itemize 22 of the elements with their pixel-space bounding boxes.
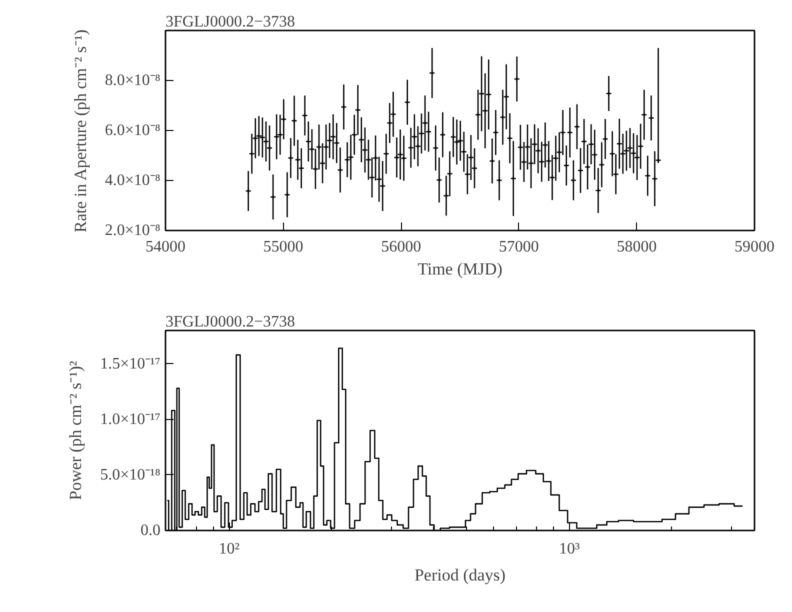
y-axis-title: Power (ph cm⁻² s⁻¹)² (66, 360, 86, 500)
chart-title: 3FGLJ0000.2−3738 (166, 14, 295, 30)
y-tick-label: 6.0×10⁻⁸ (104, 122, 161, 139)
x-tick-label: 57000 (498, 238, 539, 256)
x-tick-label: 56000 (381, 238, 422, 256)
y-tick-label: 1.5×10⁻¹⁷ (100, 355, 161, 372)
x-tick-label: 59000 (734, 238, 774, 256)
y-tick-label: 1.0×10⁻¹⁷ (100, 410, 161, 428)
y-tick-label: 5.0×10⁻¹⁸ (100, 466, 161, 484)
x-tick-label: 55000 (263, 238, 304, 256)
x-tick-label: 10³ (558, 540, 580, 558)
y-tick-label: 0.0 (140, 522, 160, 539)
y-tick-label: 8.0×10⁻⁸ (104, 72, 161, 89)
x-axis-title: Period (days) (414, 566, 506, 584)
y-tick-label: 2.0×10⁻⁸ (104, 222, 161, 239)
y-tick-label: 4.0×10⁻⁸ (104, 172, 161, 189)
y-axis-title: Rate in Aperture (ph cm⁻² s⁻¹) (70, 29, 90, 232)
chart-title: 3FGLJ0000.2−3738 (166, 314, 295, 330)
x-tick-label: 54000 (146, 238, 186, 256)
x-axis-title: Time (MJD) (418, 260, 502, 278)
x-tick-label: 10² (218, 540, 240, 558)
x-tick-label: 58000 (616, 238, 657, 256)
